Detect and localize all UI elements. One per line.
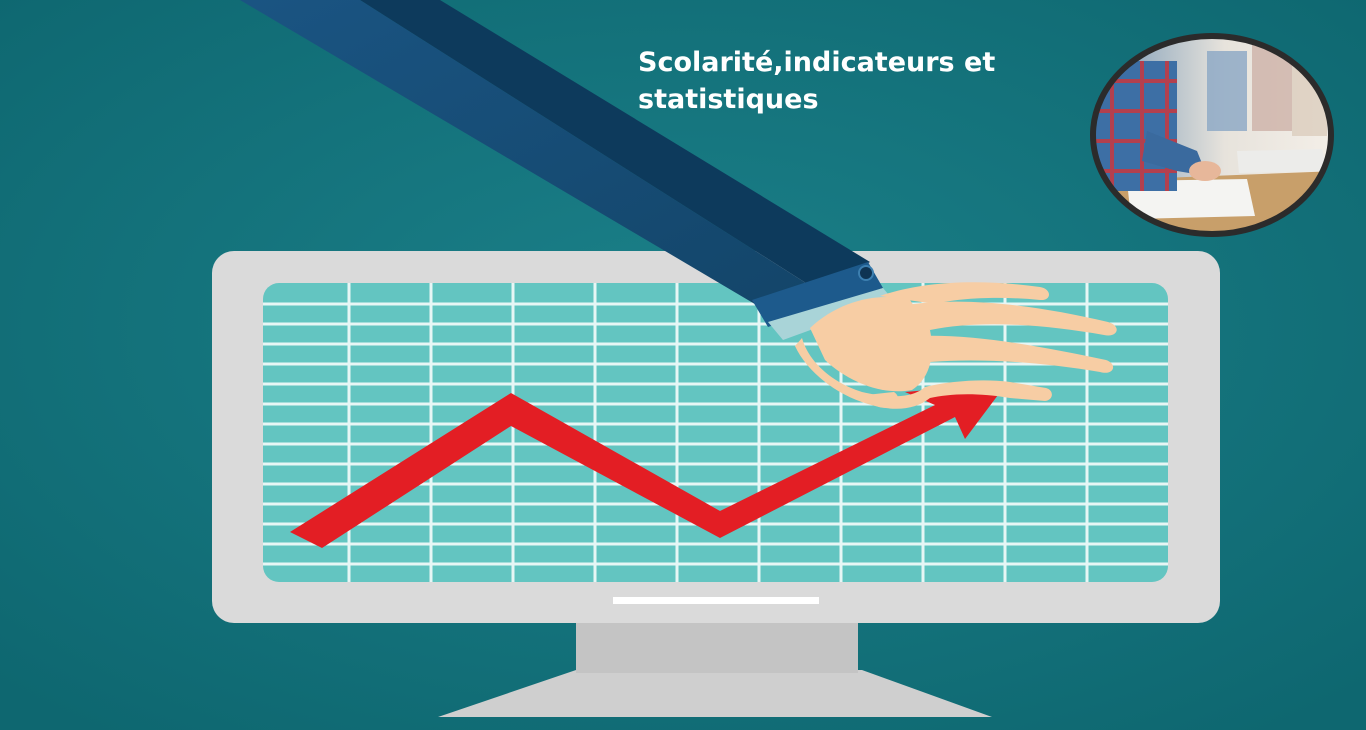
trend-up-arrow-icon xyxy=(290,383,1007,548)
monitor-stand-base xyxy=(438,670,992,717)
monitor-stand-neck xyxy=(576,615,858,673)
page-title: Scolarité,indicateurs et statistiques xyxy=(638,47,996,115)
sleeve-cuff xyxy=(752,262,883,327)
monitor-chin-slot xyxy=(613,597,819,604)
monitor-screen xyxy=(263,283,1168,582)
students-exam-photo xyxy=(1090,33,1334,237)
sleeve-back xyxy=(360,0,870,292)
hand xyxy=(795,282,1117,409)
sleeve xyxy=(240,0,820,310)
cuff-button xyxy=(858,265,874,281)
